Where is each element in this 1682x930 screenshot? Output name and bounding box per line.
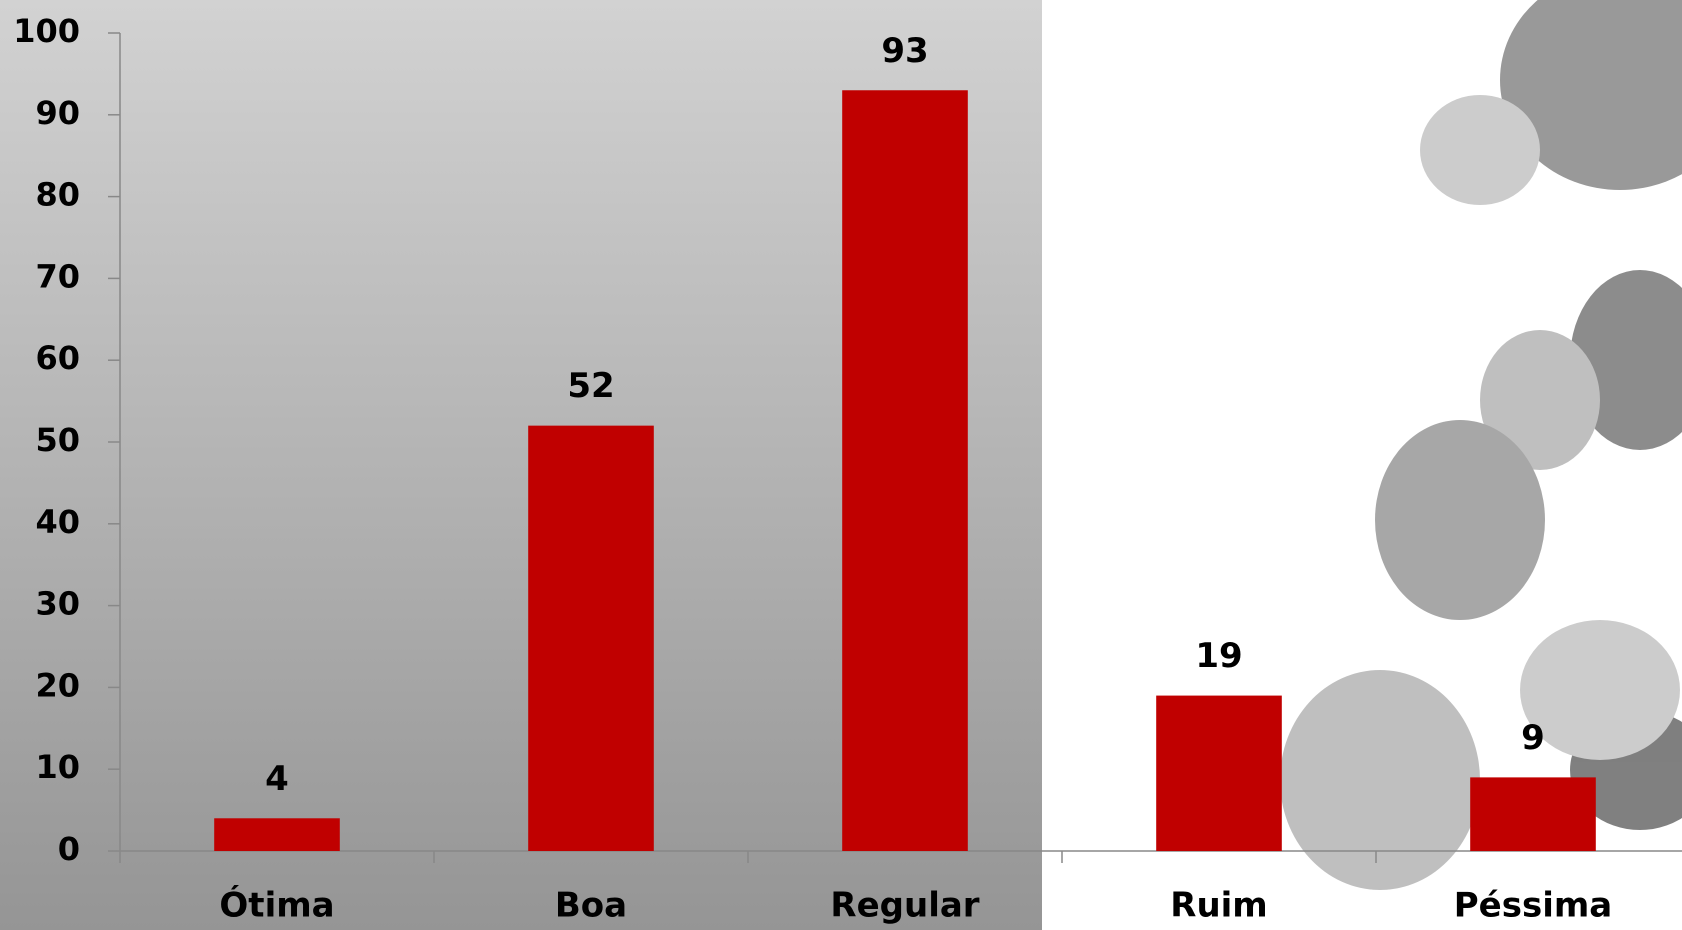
y-tick-label: 100: [13, 12, 80, 50]
y-tick-label: 70: [35, 257, 80, 295]
y-tick-label: 90: [35, 94, 80, 132]
data-label: 19: [1195, 636, 1242, 676]
bar: [528, 425, 654, 851]
y-tick-label: 80: [35, 176, 80, 214]
y-tick-label: 60: [35, 339, 80, 377]
x-tick-label: Ótima: [219, 885, 334, 926]
data-label: 9: [1521, 718, 1545, 758]
x-tick-label: Regular: [830, 886, 979, 926]
y-tick-label: 20: [35, 666, 80, 704]
y-tick-label: 40: [35, 503, 80, 541]
data-label: 4: [265, 759, 289, 799]
data-label: 93: [881, 31, 928, 71]
y-tick-label: 50: [35, 421, 80, 459]
x-tick-label: Péssima: [1454, 886, 1612, 926]
bar: [842, 90, 968, 851]
bar: [1470, 777, 1596, 851]
bar: [1156, 695, 1282, 851]
x-tick-label: Ruim: [1170, 886, 1267, 926]
bar: [214, 818, 340, 851]
x-tick-label: Boa: [555, 886, 627, 926]
y-tick-label: 0: [58, 830, 80, 868]
data-label: 52: [567, 366, 614, 406]
y-tick-label: 10: [35, 748, 80, 786]
y-tick-label: 30: [35, 585, 80, 623]
leaf-decoration: [1280, 0, 1682, 890]
